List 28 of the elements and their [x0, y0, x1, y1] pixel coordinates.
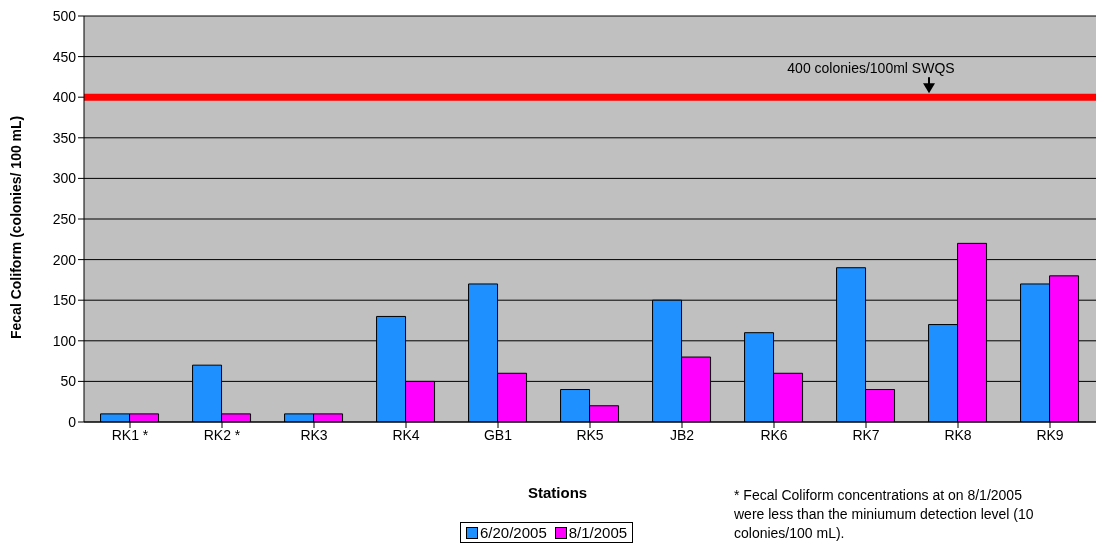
x-tick-label: RK4	[392, 426, 420, 443]
y-tick-label: 450	[52, 48, 77, 65]
y-tick-label: 400	[52, 89, 77, 106]
text: * Fecal Coliform concentrations at on 8/1/2005 were less than the miniumum detection level (10 colonies/100 mL).	[734, 486, 1035, 543]
x-tick-label: RK1 *	[111, 426, 149, 443]
x-tick-label: RK8	[944, 426, 972, 443]
y-tick-label: 50	[60, 373, 77, 390]
x-axis-title: Stations	[528, 484, 588, 501]
ref-line-label: 400 colonies/100ml SWQS	[787, 60, 955, 77]
x-tick-label: GB1	[483, 426, 513, 443]
y-tick-label: 500	[52, 7, 77, 24]
x-tick-label: RK2 *	[203, 426, 241, 443]
y-tick-label: 250	[52, 210, 77, 227]
x-tick-label: RK5	[576, 426, 604, 443]
x-tick-label: RK9	[1036, 426, 1064, 443]
y-tick-label: 350	[52, 129, 77, 146]
y-tick-label: 0	[68, 413, 77, 430]
y-tick-label: 150	[52, 292, 77, 309]
legend-label: 8/1/2005	[567, 524, 628, 541]
x-tick-label: JB2	[669, 426, 695, 443]
y-tick-label: 100	[52, 332, 77, 349]
x-tick-label: RK3	[300, 426, 328, 443]
x-tick-label: RK7	[852, 426, 880, 443]
x-tick-label: RK6	[760, 426, 788, 443]
legend-label: 6/20/2005	[479, 524, 547, 541]
y-tick-label: 300	[52, 170, 77, 187]
y-tick-label: 200	[52, 251, 77, 268]
y-axis-title: Fecal Coliform (colonies/ 100 mL)	[7, 115, 24, 339]
